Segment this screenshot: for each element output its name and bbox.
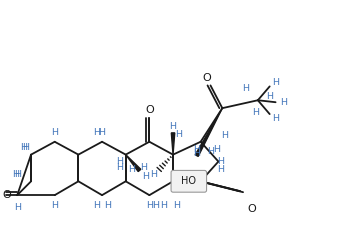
Text: O: O: [202, 73, 211, 84]
Text: H: H: [104, 200, 111, 209]
Text: H: H: [217, 157, 224, 166]
Text: H: H: [12, 170, 19, 179]
Text: H: H: [193, 149, 200, 158]
Text: H: H: [175, 130, 182, 139]
Text: H: H: [116, 163, 123, 172]
Text: H: H: [272, 113, 279, 122]
Text: H: H: [150, 170, 157, 179]
Text: H: H: [93, 200, 100, 209]
Text: H: H: [217, 165, 224, 174]
Text: H: H: [146, 200, 153, 209]
Text: H: H: [14, 170, 21, 179]
Text: H: H: [272, 78, 279, 87]
Text: H: H: [14, 202, 21, 211]
Text: H: H: [20, 143, 27, 152]
Polygon shape: [126, 155, 141, 172]
Text: O: O: [2, 190, 11, 200]
Text: H: H: [170, 122, 176, 131]
Text: H: H: [51, 200, 58, 209]
Text: H: H: [99, 128, 106, 137]
Text: H: H: [243, 84, 249, 93]
Polygon shape: [171, 133, 175, 155]
Text: H: H: [22, 143, 29, 152]
Text: H: H: [173, 200, 181, 209]
Text: O: O: [145, 105, 154, 115]
Text: H: H: [140, 163, 147, 172]
FancyBboxPatch shape: [171, 170, 207, 192]
Text: H: H: [152, 200, 159, 209]
Text: H: H: [51, 128, 58, 137]
Text: H: H: [193, 145, 200, 154]
Text: HO: HO: [181, 176, 196, 186]
Text: H: H: [160, 200, 167, 209]
Text: H: H: [116, 157, 123, 166]
Text: H: H: [280, 98, 287, 107]
Text: H: H: [207, 147, 214, 156]
Text: H: H: [252, 108, 260, 117]
Text: H: H: [128, 165, 135, 174]
Text: H: H: [93, 128, 100, 137]
Text: O: O: [247, 204, 256, 214]
Text: H: H: [266, 92, 273, 101]
Text: H: H: [221, 131, 228, 140]
Text: H: H: [213, 145, 220, 154]
Text: H: H: [142, 172, 149, 181]
Polygon shape: [195, 108, 222, 156]
